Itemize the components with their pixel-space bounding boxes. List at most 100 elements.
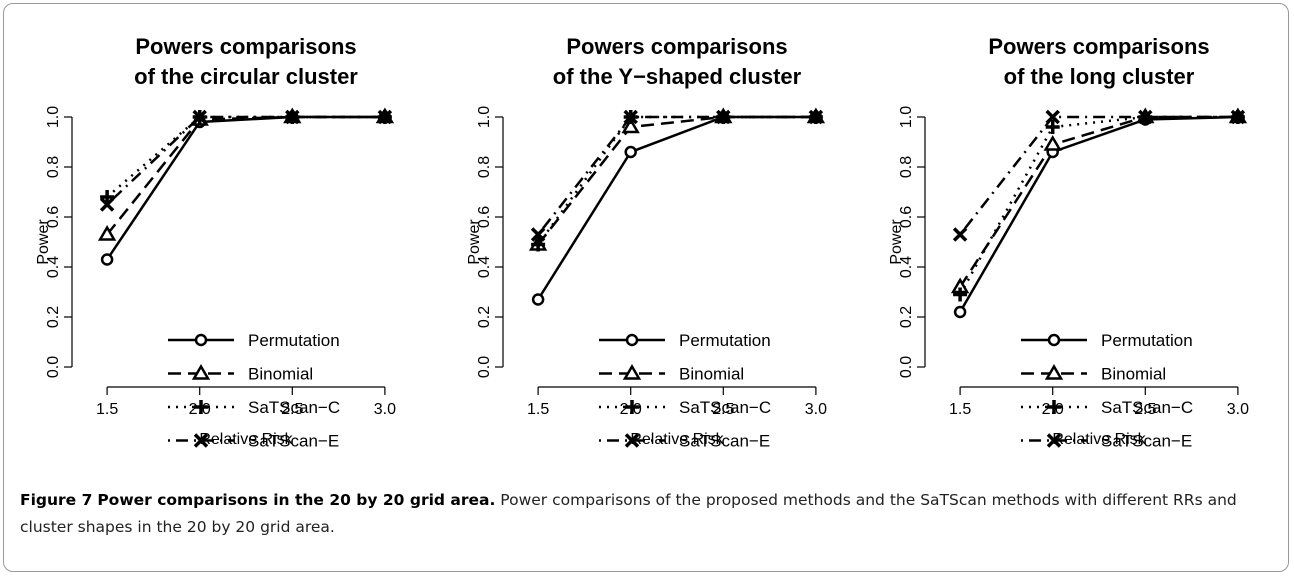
legend-label: Binomial [248,365,313,384]
marker [100,253,114,266]
marker [99,197,115,212]
x-tick-label: 1.5 [527,401,549,418]
y-axis-label: Power [466,219,483,265]
marker [1047,400,1061,414]
marker [1044,364,1064,380]
marker [97,225,117,241]
series-line [106,115,385,236]
marker [193,433,209,448]
y-tick-label: 0.4 [476,256,493,278]
legend-label: Permutation [679,331,771,350]
marker [531,293,545,306]
marker [1045,120,1060,134]
chart-title: Powers comparisons [135,34,356,59]
y-tick-label: 0.8 [898,156,915,178]
legend-label: Permutation [248,331,340,350]
y-tick-label: 0.4 [898,256,915,278]
marker [1138,109,1153,125]
x-axis-label: Relative Risk [1052,431,1146,448]
marker [623,109,638,125]
marker [625,333,639,347]
caption: Figure 7 Power comparisons in the 20 by … [20,487,1275,541]
marker [530,227,546,242]
series-line [106,115,385,261]
marker [285,109,300,125]
figure: Powers comparisons of the circular cluste… [35,34,1249,451]
x-tick-label: 3.0 [805,401,827,418]
legend-label: Binomial [1101,365,1166,384]
marker [1230,109,1246,125]
x-axis-label: Relative Risk [199,431,293,448]
marker [194,333,208,347]
series-line [537,115,816,236]
series-line [537,115,816,246]
legend-label: Permutation [1101,331,1193,350]
marker [1047,333,1061,347]
marker [953,287,968,302]
y-tick-label: 0.0 [45,356,62,378]
chart-title: of the long cluster [1004,64,1195,89]
x-tick-label: 1.5 [96,401,118,418]
marker [1045,109,1060,125]
legend-label: SaTScan−E [679,432,770,451]
y-tick-label: 0.0 [898,356,915,378]
legend-label: SaTScan−C [248,398,340,417]
y-tick-label: 0.8 [45,156,62,178]
y-tick-label: 0.2 [476,306,493,328]
series-line [959,115,1238,288]
marker [625,400,639,414]
x-tick-label: 3.0 [1227,401,1249,418]
series-line [537,115,816,301]
marker [808,109,824,125]
marker [952,227,968,242]
x-axis-label: Relative Risk [630,431,724,448]
series-line [959,115,1238,296]
x-tick-label: 2.5 [712,401,734,418]
x-tick-label: 3.0 [374,401,396,418]
chart-title: of the circular cluster [134,64,358,89]
marker [622,364,642,380]
series-line [106,115,385,198]
y-axis-label: Power [35,219,52,265]
y-tick-label: 0.6 [45,206,62,228]
series-line [106,115,385,206]
legend-label: SaTScan−E [248,432,339,451]
marker [716,109,731,125]
caption-label: Figure 7 [20,491,93,509]
y-tick-label: 0.6 [898,206,915,228]
legend-label: Binomial [679,365,744,384]
marker [531,237,546,252]
x-tick-label: 1.5 [949,401,971,418]
series-line [959,115,1238,313]
y-tick-label: 0.2 [898,306,915,328]
marker [1046,433,1062,448]
legend-label: SaTScan−C [679,398,771,417]
y-axis-label: Power [888,219,905,265]
legend-label: SaTScan−C [1101,398,1193,417]
marker [1043,135,1062,151]
marker [191,364,211,380]
marker [624,433,640,448]
marker [624,145,637,159]
figure-frame [3,3,1289,572]
chart-title: Powers comparisons [988,34,1209,59]
y-tick-label: 1.0 [898,106,915,128]
legend-label: SaTScan−E [1101,432,1192,451]
marker [953,305,967,319]
caption-text: Power comparisons of the proposed method… [20,491,1237,536]
y-tick-label: 0.2 [45,306,62,328]
marker [621,117,640,134]
y-tick-label: 0.0 [476,356,493,378]
marker [194,400,208,414]
y-tick-label: 0.8 [476,156,493,178]
y-tick-label: 0.4 [45,256,62,278]
y-tick-label: 1.0 [476,106,493,128]
marker [192,109,207,125]
caption-heading: Power comparisons in the 20 by 20 grid a… [97,491,496,509]
chart-title: Powers comparisons [566,34,787,59]
chart-title: of the Y−shaped cluster [553,64,802,89]
x-tick-label: 2.5 [1134,401,1156,418]
series-line [959,115,1238,236]
y-tick-label: 0.6 [476,206,493,228]
